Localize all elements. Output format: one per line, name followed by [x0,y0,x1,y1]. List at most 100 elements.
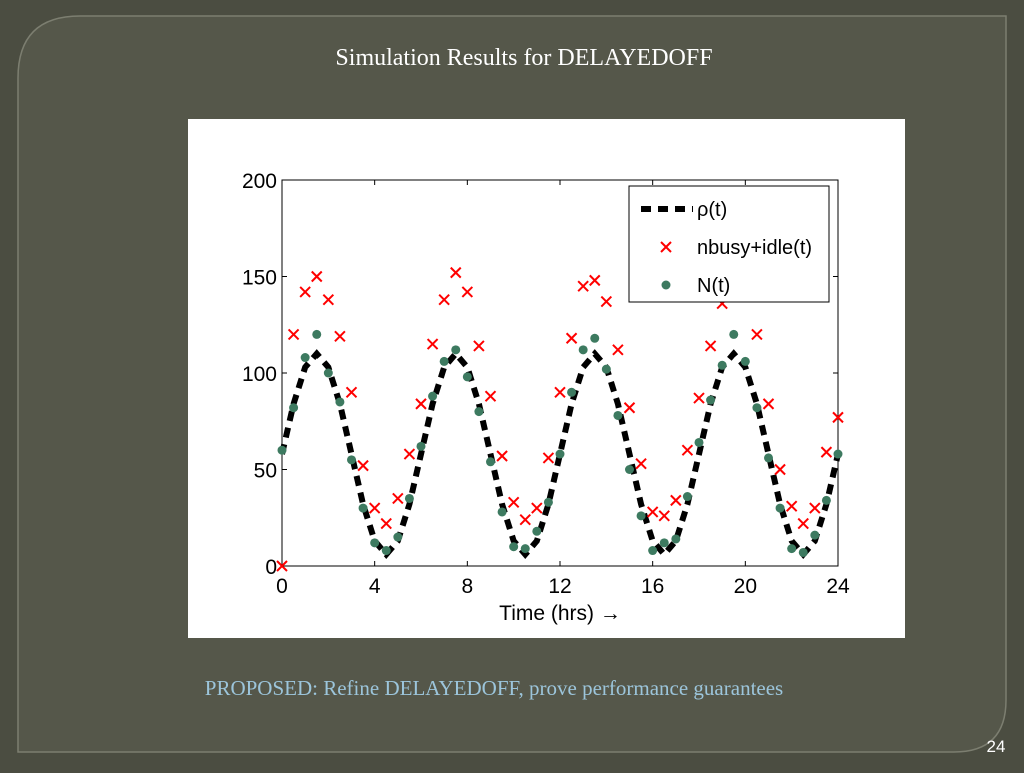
dot-marker [798,547,808,557]
x-axis-label: Time (hrs) → [499,602,621,625]
x-tick-label: 4 [369,575,381,598]
dot-marker [520,544,530,554]
dot-marker [740,356,750,366]
cross-marker [646,506,659,518]
legend-label: nbusy+idle(t) [697,237,812,259]
dot-marker [323,368,333,378]
dot-marker [335,397,345,407]
y-tick-label: 100 [242,363,277,386]
cross-marker [531,502,543,514]
cross-marker [415,398,427,410]
y-tick-label: 50 [254,460,277,483]
footer: PROPOSED: Refine DELAYEDOFF, prove perfo… [205,676,783,700]
dot-marker [625,465,634,474]
dot-marker [451,345,461,355]
dot-marker [393,532,403,542]
cross-marker [623,402,636,414]
dot-marker [775,503,785,513]
cross-marker [276,560,288,572]
legend-label: ρ(t) [697,199,727,221]
y-tick-label: 0 [265,556,277,579]
dot-marker [682,492,692,502]
dot-marker [347,455,356,465]
dot-marker [752,403,762,413]
cross-marker [577,280,589,292]
dot-marker [821,495,831,505]
x-tick-label: 0 [276,575,288,598]
dot-marker [706,395,716,405]
legend: ρ(t) nbusy+idle(t) N(t) [628,185,830,303]
dot-marker [717,360,727,370]
cross-marker [751,328,763,341]
cross-marker [438,293,450,306]
dot-marker [648,546,658,556]
cross-marker [496,450,508,462]
dot-marker [300,353,310,363]
dot-marker [509,542,519,552]
cross-marker [380,517,392,530]
cross-marker [484,390,497,402]
cross-marker [832,411,844,424]
dot-marker [404,493,414,503]
cross-marker [311,270,323,283]
cross-marker [612,344,624,356]
dot-marker [567,387,577,397]
dot-marker [289,403,299,413]
plot: 0 4 8 12 16 20 24 0 50 100 150 200 Time (hrs) → [242,170,850,625]
cross-marker [635,458,647,470]
dot-marker [428,391,438,401]
cross-marker [334,330,346,343]
dot-marker [613,410,623,420]
slide-title: Simulation Results for DELAYEDOFF [335,45,712,71]
cross-marker [461,286,474,298]
dot-marker [497,507,507,517]
y-tick-label: 200 [242,170,277,193]
cross-marker [426,338,439,350]
cross-marker [785,500,798,512]
dot-marker [671,534,681,544]
cross-marker [473,340,485,352]
cross-marker [762,398,775,410]
cross-marker [403,448,416,460]
dot-marker [833,449,843,459]
cross-marker [681,444,694,456]
cross-marker [693,392,705,404]
legend-label: N(t) [697,275,730,297]
cross-marker [542,452,555,464]
cross-marker [658,510,670,522]
page-number: 24 [987,737,1006,756]
dot-marker [532,526,542,536]
cross-marker [704,340,717,352]
cross-marker [368,502,381,514]
cross-marker [797,517,809,530]
y-tick-label: 150 [242,267,277,290]
dot-marker [439,356,449,366]
x-tick-label: 12 [548,575,571,598]
dot-marker [590,333,600,343]
x-tick-label: 20 [734,575,757,598]
dot-marker [462,372,472,382]
cross-marker [565,332,578,344]
legend-swatch [661,280,671,290]
dot-marker [416,441,426,451]
cross-marker [600,295,613,308]
x-tick-label: 16 [641,575,664,598]
rho-line [279,349,841,560]
dot-marker [694,437,704,447]
x-tick-label: 24 [826,575,850,598]
dot-marker [277,445,287,455]
dot-marker [787,544,797,554]
cross-marker [392,492,404,505]
dot-marker [578,345,588,355]
cross-marker [774,463,786,476]
dot-marker [810,530,820,540]
dot-marker [764,453,773,463]
dot-marker [601,364,611,374]
cross-marker [357,459,369,472]
cross-marker [507,496,520,509]
dot-marker [474,407,484,417]
cross-marker [589,274,601,287]
cross-marker [670,494,682,507]
cross-marker [519,513,531,526]
